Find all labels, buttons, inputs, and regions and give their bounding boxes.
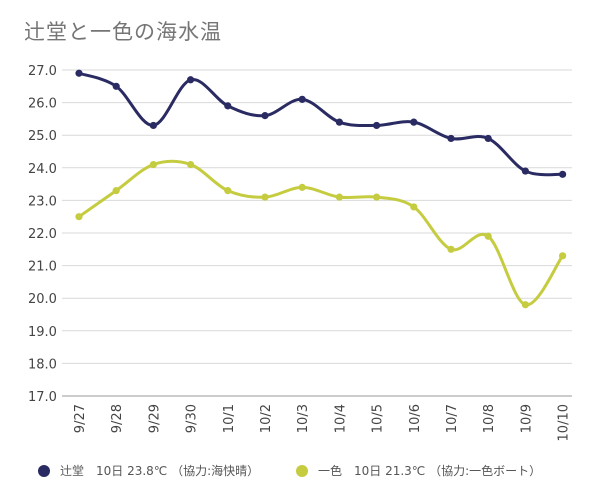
- data-point-0: [410, 118, 418, 126]
- data-point-0: [559, 170, 567, 178]
- y-tick-label: 21.0: [28, 260, 57, 275]
- legend-item-isshiki[interactable]: 一色 10日 21.3℃ （協力:一色ボート）: [296, 462, 541, 479]
- x-tick-label: 9/29: [147, 404, 162, 433]
- chart-legend: 辻堂 10日 23.8℃ （協力:海快晴） 一色 10日 21.3℃ （協力:一…: [0, 462, 595, 488]
- legend-label-isshiki: 一色 10日 21.3℃ （協力:一色ボート）: [318, 464, 542, 478]
- data-point-0: [261, 112, 269, 120]
- y-tick-label: 24.0: [28, 162, 57, 177]
- data-point-0: [447, 134, 455, 143]
- data-point-0: [75, 69, 83, 77]
- legend-marker-tsujido: [38, 464, 50, 477]
- data-point-1: [112, 187, 120, 195]
- data-point-0: [112, 82, 120, 90]
- y-tick-label: 26.0: [28, 97, 57, 112]
- data-point-0: [187, 76, 195, 84]
- legend-item-tsujido[interactable]: 辻堂 10日 23.8℃ （協力:海快晴）: [38, 462, 259, 479]
- chart-title: 辻堂と一色の海水温: [24, 20, 222, 44]
- x-tick-label: 10/10: [557, 404, 572, 441]
- data-point-1: [373, 193, 381, 201]
- data-point-1: [484, 232, 492, 240]
- data-point-0: [224, 102, 232, 110]
- x-tick-label: 10/7: [445, 404, 460, 433]
- x-tick-label: 10/5: [371, 404, 386, 433]
- data-point-0: [335, 118, 343, 126]
- data-point-1: [447, 245, 455, 253]
- x-tick-label: 10/3: [296, 404, 311, 433]
- data-point-1: [149, 160, 157, 169]
- legend-label-tsujido: 辻堂 10日 23.8℃ （協力:海快晴）: [60, 464, 260, 478]
- data-point-1: [261, 193, 269, 201]
- x-tick-label: 10/8: [482, 404, 497, 433]
- x-tick-label: 10/2: [259, 404, 274, 433]
- data-point-0: [298, 95, 306, 103]
- legend-marker-isshiki: [296, 464, 308, 477]
- data-point-1: [298, 183, 306, 191]
- y-tick-label: 17.0: [28, 390, 57, 405]
- x-tick-label: 9/28: [110, 404, 125, 433]
- data-point-0: [484, 134, 492, 143]
- data-point-0: [149, 121, 157, 130]
- x-tick-label: 10/9: [519, 404, 534, 433]
- x-tick-label: 10/1: [222, 404, 237, 433]
- data-point-1: [559, 252, 567, 260]
- data-point-1: [224, 187, 232, 195]
- line-chart-plot: 27.0 26.0 25.0 24.0 23.0 22.0 21.0 20.0 19.0 18.0…: [28, 64, 572, 441]
- x-tick-label: 10/6: [408, 404, 423, 433]
- data-point-1: [410, 203, 418, 211]
- y-tick-label: 19.0: [28, 325, 57, 340]
- data-point-1: [335, 193, 343, 201]
- y-tick-label: 20.0: [28, 292, 57, 307]
- x-tick-label: 10/4: [333, 404, 348, 433]
- y-tick-label: 22.0: [28, 227, 57, 242]
- data-point-0: [373, 121, 381, 130]
- data-point-1: [75, 213, 83, 221]
- y-tick-label: 18.0: [28, 357, 57, 372]
- data-point-1: [187, 160, 195, 169]
- y-tick-label: 27.0: [28, 64, 57, 79]
- x-tick-label: 9/27: [73, 404, 88, 433]
- y-tick-label: 25.0: [28, 129, 57, 144]
- series-line-0: [77, 71, 565, 177]
- y-tick-label: 23.0: [28, 194, 57, 209]
- data-point-0: [521, 167, 530, 175]
- data-point-1: [521, 301, 530, 309]
- x-tick-label: 9/30: [185, 404, 200, 433]
